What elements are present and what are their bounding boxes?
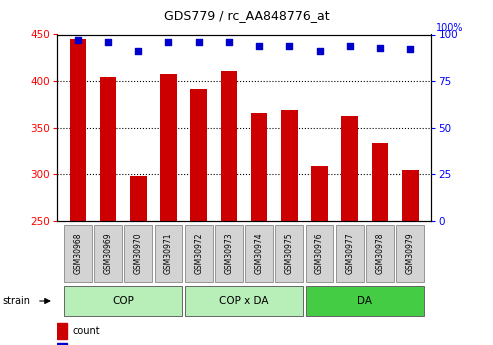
Point [195, 39, 203, 45]
Bar [251, 113, 267, 221]
Point [346, 43, 354, 48]
FancyBboxPatch shape [276, 225, 303, 282]
Point [225, 39, 233, 45]
FancyBboxPatch shape [396, 225, 424, 282]
Text: GSM30970: GSM30970 [134, 233, 143, 274]
FancyBboxPatch shape [306, 225, 333, 282]
Text: 100%: 100% [435, 23, 463, 33]
Text: GSM30976: GSM30976 [315, 233, 324, 274]
Point [134, 49, 142, 54]
Bar [57, 343, 67, 345]
Point [285, 43, 293, 48]
FancyBboxPatch shape [245, 225, 273, 282]
FancyBboxPatch shape [64, 286, 182, 316]
Text: GSM30974: GSM30974 [255, 233, 264, 274]
Point [406, 47, 414, 52]
Text: COP x DA: COP x DA [219, 296, 269, 306]
Text: GSM30978: GSM30978 [376, 233, 385, 274]
FancyBboxPatch shape [94, 225, 122, 282]
FancyBboxPatch shape [155, 225, 182, 282]
FancyBboxPatch shape [185, 225, 212, 282]
FancyBboxPatch shape [306, 286, 424, 316]
Bar [160, 73, 177, 221]
Bar [130, 176, 146, 221]
FancyBboxPatch shape [185, 286, 303, 316]
Text: DA: DA [357, 296, 372, 306]
Text: GSM30977: GSM30977 [345, 233, 354, 274]
Text: GSM30973: GSM30973 [224, 233, 233, 274]
Text: GSM30975: GSM30975 [285, 233, 294, 274]
Bar [190, 89, 207, 221]
Bar [342, 116, 358, 221]
FancyBboxPatch shape [215, 225, 243, 282]
Bar [311, 166, 328, 221]
Bar [402, 169, 419, 221]
Text: COP: COP [112, 296, 134, 306]
Bar [372, 144, 388, 221]
Bar [70, 39, 86, 221]
Bar [281, 110, 298, 221]
Text: GDS779 / rc_AA848776_at: GDS779 / rc_AA848776_at [164, 9, 329, 22]
FancyBboxPatch shape [366, 225, 394, 282]
Text: GSM30979: GSM30979 [406, 233, 415, 274]
Point [165, 39, 173, 45]
Bar [100, 77, 116, 221]
Text: count: count [72, 326, 100, 336]
Text: GSM30968: GSM30968 [73, 233, 82, 274]
Bar [221, 71, 237, 221]
Point [104, 39, 112, 45]
Text: GSM30969: GSM30969 [104, 233, 112, 274]
Text: GSM30972: GSM30972 [194, 233, 203, 274]
Point [255, 43, 263, 48]
Text: strain: strain [2, 296, 31, 306]
Text: GSM30971: GSM30971 [164, 233, 173, 274]
Point [376, 45, 384, 50]
Point [74, 37, 82, 43]
FancyBboxPatch shape [64, 225, 92, 282]
Point [316, 49, 323, 54]
Bar [57, 323, 67, 339]
FancyBboxPatch shape [124, 225, 152, 282]
FancyBboxPatch shape [336, 225, 364, 282]
